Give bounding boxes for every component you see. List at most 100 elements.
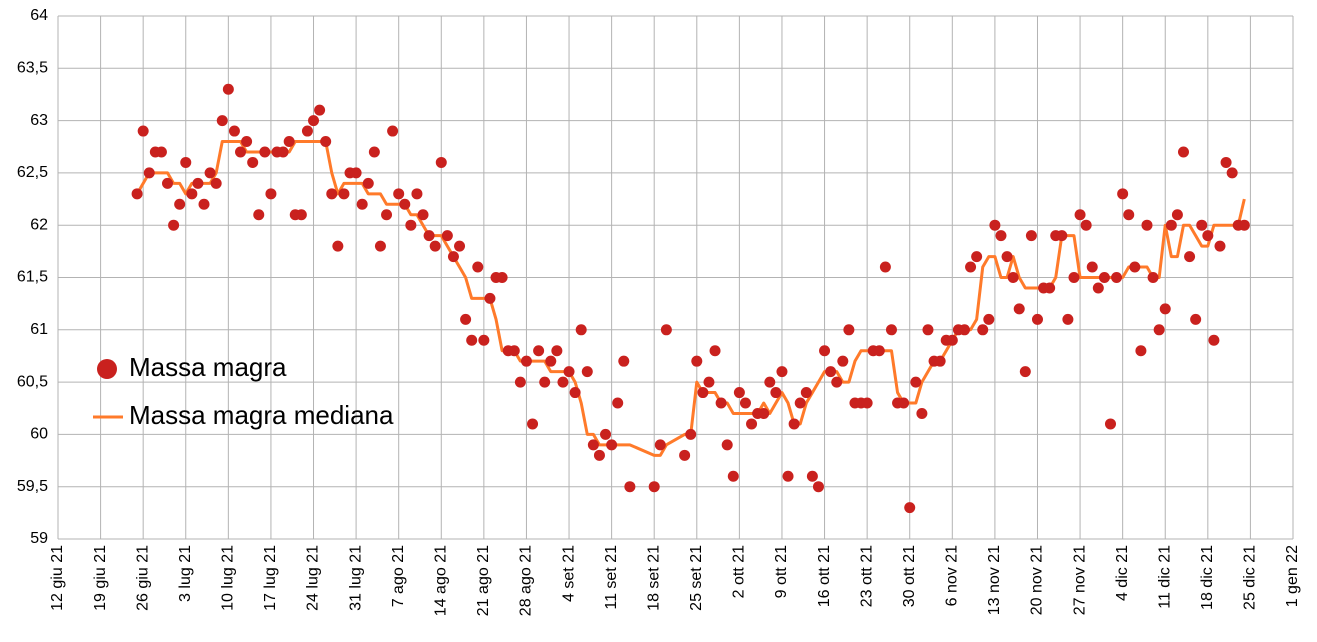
point — [764, 376, 776, 388]
x-tick-label: 26 giu 21 — [134, 545, 151, 611]
point — [508, 345, 520, 357]
point — [228, 125, 240, 137]
point — [338, 188, 350, 200]
y-tick-label: 62,5 — [17, 164, 48, 181]
point — [898, 397, 910, 409]
point — [837, 355, 849, 367]
point — [484, 292, 496, 304]
point — [709, 345, 721, 357]
point — [861, 397, 873, 409]
point — [1214, 240, 1226, 252]
point — [1111, 272, 1123, 283]
point — [758, 407, 770, 419]
point — [520, 355, 532, 367]
point — [180, 156, 192, 168]
point — [1184, 251, 1196, 263]
legend-label: Massa magra mediana — [129, 400, 394, 430]
x-tick-label: 31 lug 21 — [347, 545, 364, 611]
legend-label: Massa magra — [129, 352, 287, 382]
point — [192, 177, 204, 189]
point — [825, 366, 837, 378]
point — [314, 104, 326, 116]
point — [1062, 313, 1074, 325]
point — [1171, 209, 1183, 221]
point — [843, 324, 855, 336]
x-tick-label: 3 lug 21 — [177, 545, 194, 602]
point — [417, 209, 429, 221]
point — [1129, 261, 1141, 273]
y-tick-label: 63,5 — [17, 60, 48, 77]
point — [788, 418, 800, 430]
y-tick-label: 62 — [30, 216, 48, 233]
point — [910, 376, 922, 388]
point — [162, 177, 174, 189]
point — [204, 167, 216, 179]
point — [259, 146, 271, 158]
x-tick-label: 4 set 21 — [560, 545, 577, 602]
point — [1165, 219, 1177, 231]
point — [600, 428, 612, 440]
point — [1159, 303, 1171, 315]
point — [326, 188, 338, 200]
point — [1153, 324, 1165, 336]
point — [1044, 282, 1056, 294]
x-tick-label: 14 ago 21 — [432, 545, 449, 616]
x-tick-label: 17 lug 21 — [262, 545, 279, 611]
point — [800, 387, 812, 399]
x-tick-label: 18 dic 21 — [1199, 545, 1216, 610]
point — [320, 136, 332, 148]
x-tick-label: 25 set 21 — [688, 545, 705, 611]
point — [381, 209, 393, 221]
point — [916, 407, 928, 419]
x-tick-label: 23 ott 21 — [858, 545, 875, 607]
point — [885, 324, 897, 336]
y-tick-label: 63 — [30, 112, 48, 129]
point — [733, 387, 745, 399]
point — [1177, 146, 1189, 158]
point — [794, 397, 806, 409]
point — [946, 334, 958, 346]
point — [770, 387, 782, 399]
point — [904, 502, 916, 514]
x-tick-label: 28 ago 21 — [518, 545, 535, 616]
point — [472, 261, 484, 273]
point — [1220, 156, 1232, 168]
point — [411, 188, 423, 200]
y-tick-label: 60 — [30, 426, 48, 443]
point — [1226, 167, 1238, 179]
point — [545, 355, 557, 367]
point — [174, 198, 186, 210]
x-tick-label: 13 nov 21 — [986, 545, 1003, 615]
point — [447, 251, 459, 263]
point — [143, 167, 155, 179]
point — [922, 324, 934, 336]
point — [971, 251, 983, 263]
point — [819, 345, 831, 357]
point — [1025, 230, 1037, 242]
point — [1001, 251, 1013, 263]
point — [368, 146, 380, 158]
point — [782, 470, 794, 482]
point — [295, 209, 307, 221]
point — [739, 397, 751, 409]
point — [277, 146, 289, 158]
point — [350, 167, 362, 179]
y-tick-label: 64 — [30, 7, 48, 24]
point — [831, 376, 843, 388]
point — [563, 366, 575, 378]
point — [1190, 313, 1202, 325]
point — [387, 125, 399, 137]
y-tick-label: 59 — [30, 530, 48, 547]
point — [587, 439, 599, 451]
point — [703, 376, 715, 388]
point — [721, 439, 733, 451]
point — [551, 345, 563, 357]
point — [241, 136, 253, 148]
point — [137, 125, 149, 137]
point — [660, 324, 672, 336]
y-tick-label: 59,5 — [17, 478, 48, 495]
x-tick-label: 12 giu 21 — [49, 545, 66, 611]
point — [977, 324, 989, 336]
point — [727, 470, 739, 482]
